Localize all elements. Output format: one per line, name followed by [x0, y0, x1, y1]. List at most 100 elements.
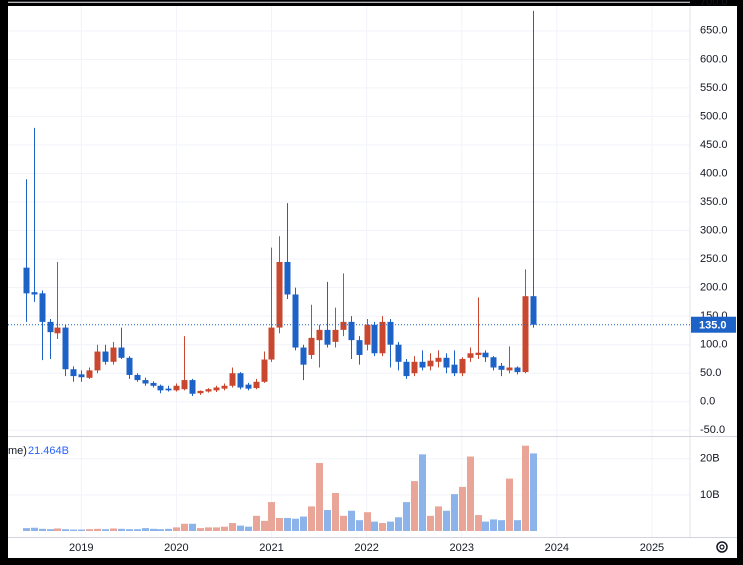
candle-body [157, 385, 164, 391]
volume-bar [110, 528, 117, 531]
volume-bar [86, 529, 93, 531]
volume-bar [197, 528, 204, 531]
volume-bar [31, 527, 38, 531]
settings-gear[interactable] [716, 541, 728, 553]
candle-body [94, 351, 101, 371]
candle-body [340, 321, 347, 330]
candle-body [443, 357, 450, 368]
volume-bar [356, 520, 363, 531]
candle-body [371, 324, 378, 354]
candle-body [126, 357, 133, 375]
y-tick-label: 100.0 [700, 339, 728, 351]
settings-gear-hub[interactable] [719, 544, 725, 550]
candle-body [411, 361, 418, 374]
candle-body [308, 337, 315, 355]
candle-body [181, 380, 188, 390]
candle-body [451, 364, 458, 374]
volume-bar [443, 510, 450, 531]
volume-bar [316, 463, 323, 531]
candle-body [39, 293, 46, 322]
x-tick-label: 2025 [640, 542, 664, 554]
candle-body [514, 367, 521, 373]
candle-body [47, 321, 54, 333]
volume-bar [173, 527, 180, 531]
candle-body [54, 327, 61, 334]
volume-bar [403, 502, 410, 531]
last-price-label: 135.0 [699, 320, 727, 332]
candle-body [522, 296, 529, 373]
candle-body [482, 352, 489, 358]
candle-body [300, 347, 307, 365]
volume-bar [427, 515, 434, 531]
candle-body [332, 329, 339, 342]
volume-bar [221, 526, 228, 531]
candle-body [387, 321, 394, 345]
candle-body [379, 321, 386, 354]
volume-bar [126, 529, 133, 531]
volume-bar [268, 502, 275, 531]
volume-bar [189, 523, 196, 531]
volume-bar [435, 506, 442, 531]
volume-bar [340, 515, 347, 531]
y-tick-label: 600.0 [700, 53, 728, 65]
volume-bar [475, 515, 482, 531]
volume-bar [39, 528, 46, 531]
settings-icon[interactable] [716, 541, 728, 553]
volume-bar [70, 529, 77, 531]
candle-body [292, 294, 299, 348]
volume-bar [47, 529, 54, 531]
candle-body [395, 344, 402, 362]
candle-body [213, 387, 220, 391]
x-tick-label: 2024 [545, 542, 569, 554]
candle-body [110, 347, 117, 362]
y-tick-label: 650.0 [700, 25, 728, 37]
candle-body [467, 353, 474, 358]
volume-bar [332, 493, 339, 531]
volume-bar [261, 520, 268, 531]
candle-body [316, 329, 323, 341]
candle-body [165, 388, 172, 391]
volume-bar [395, 517, 402, 531]
candle-body [403, 361, 410, 377]
y-tick-label: 200.0 [700, 282, 728, 294]
volume-bar [530, 453, 537, 531]
volume-bar [324, 510, 331, 531]
volume-bar [300, 516, 307, 531]
volume-bar [348, 510, 355, 531]
y-tick-label: 50.0 [700, 367, 721, 379]
candle-body [205, 389, 212, 392]
volume-bar [94, 528, 101, 531]
candle-body [70, 369, 77, 377]
candle-body [31, 292, 38, 295]
candle-body [427, 360, 434, 367]
candle-body [356, 340, 363, 355]
volume-tick-label: 20B [700, 453, 720, 465]
volume-bar [134, 529, 141, 531]
volume-bar [459, 486, 466, 531]
candle-body [86, 370, 93, 378]
x-tick-label: 2021 [259, 542, 283, 554]
y-tick-label: 400.0 [700, 167, 728, 179]
candle-body [435, 357, 442, 362]
x-tick-label: 2022 [354, 542, 378, 554]
volume-bar [102, 529, 109, 531]
volume-bar [467, 456, 474, 531]
volume-bar [62, 529, 69, 531]
volume-bar [23, 528, 30, 531]
volume-bar [451, 494, 458, 531]
y-tick-label: 350.0 [700, 196, 728, 208]
candle-body [134, 374, 141, 381]
volume-bar [308, 506, 315, 531]
candle-body [142, 380, 149, 384]
candle-body [150, 382, 157, 386]
candle-body [102, 351, 109, 362]
candle-body [506, 367, 513, 371]
volume-bar [205, 527, 212, 531]
volume-bar [506, 478, 513, 531]
volume-bar [490, 519, 497, 531]
candle-body [459, 358, 466, 374]
candle-body [245, 384, 252, 389]
candle-body [268, 327, 275, 360]
volume-bar [411, 481, 418, 531]
